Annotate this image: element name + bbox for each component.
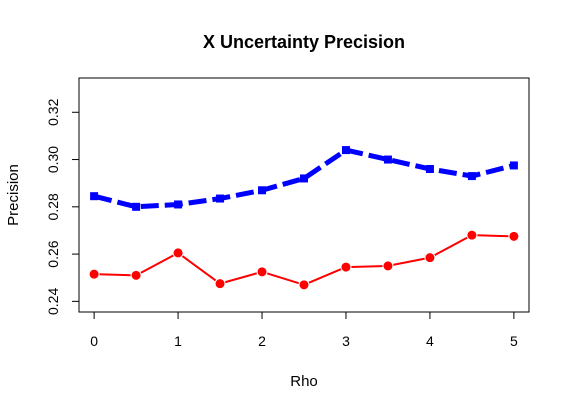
y-axis: 0.24 0.26 0.28 0.30 0.32 (45, 98, 80, 315)
series-line-2 (94, 234, 514, 286)
y-tick-label: 0.24 (45, 288, 61, 315)
data-point (300, 174, 308, 183)
data-point (130, 269, 142, 281)
data-point (88, 268, 100, 280)
data-point (425, 165, 434, 173)
x-tick-label: 0 (90, 333, 98, 349)
data-point (340, 261, 352, 273)
data-point (509, 161, 518, 170)
x-axis: 0 1 2 3 4 5 (90, 311, 518, 349)
data-point (172, 247, 184, 259)
x-tick-label: 5 (510, 333, 518, 349)
data-point (508, 230, 520, 242)
x-tick-label: 2 (258, 333, 266, 349)
y-tick-label: 0.26 (45, 240, 61, 267)
data-point (341, 146, 350, 155)
y-tick-label: 0.28 (45, 193, 61, 220)
data-point (424, 252, 436, 264)
chart-title: X Uncertainty Precision (203, 32, 405, 52)
series-layer (88, 146, 520, 291)
y-tick-label: 0.32 (45, 98, 61, 125)
data-point (216, 194, 225, 203)
series-line-1 (93, 147, 515, 210)
data-point (466, 229, 478, 241)
plot-frame (78, 77, 530, 313)
data-point (174, 200, 183, 209)
data-point (132, 202, 141, 211)
data-point (90, 192, 99, 201)
data-point (382, 260, 394, 272)
x-tick-label: 4 (426, 333, 434, 349)
data-point (383, 155, 392, 164)
x-axis-label: Rho (290, 373, 318, 390)
data-point (467, 172, 476, 181)
y-tick-label: 0.30 (45, 146, 61, 173)
data-point (214, 278, 226, 290)
x-tick-label: 1 (174, 333, 182, 349)
x-tick-label: 3 (342, 333, 350, 349)
data-point (256, 266, 268, 278)
data-point (258, 186, 267, 195)
data-point (298, 279, 310, 291)
y-axis-label: Precision (5, 164, 22, 226)
